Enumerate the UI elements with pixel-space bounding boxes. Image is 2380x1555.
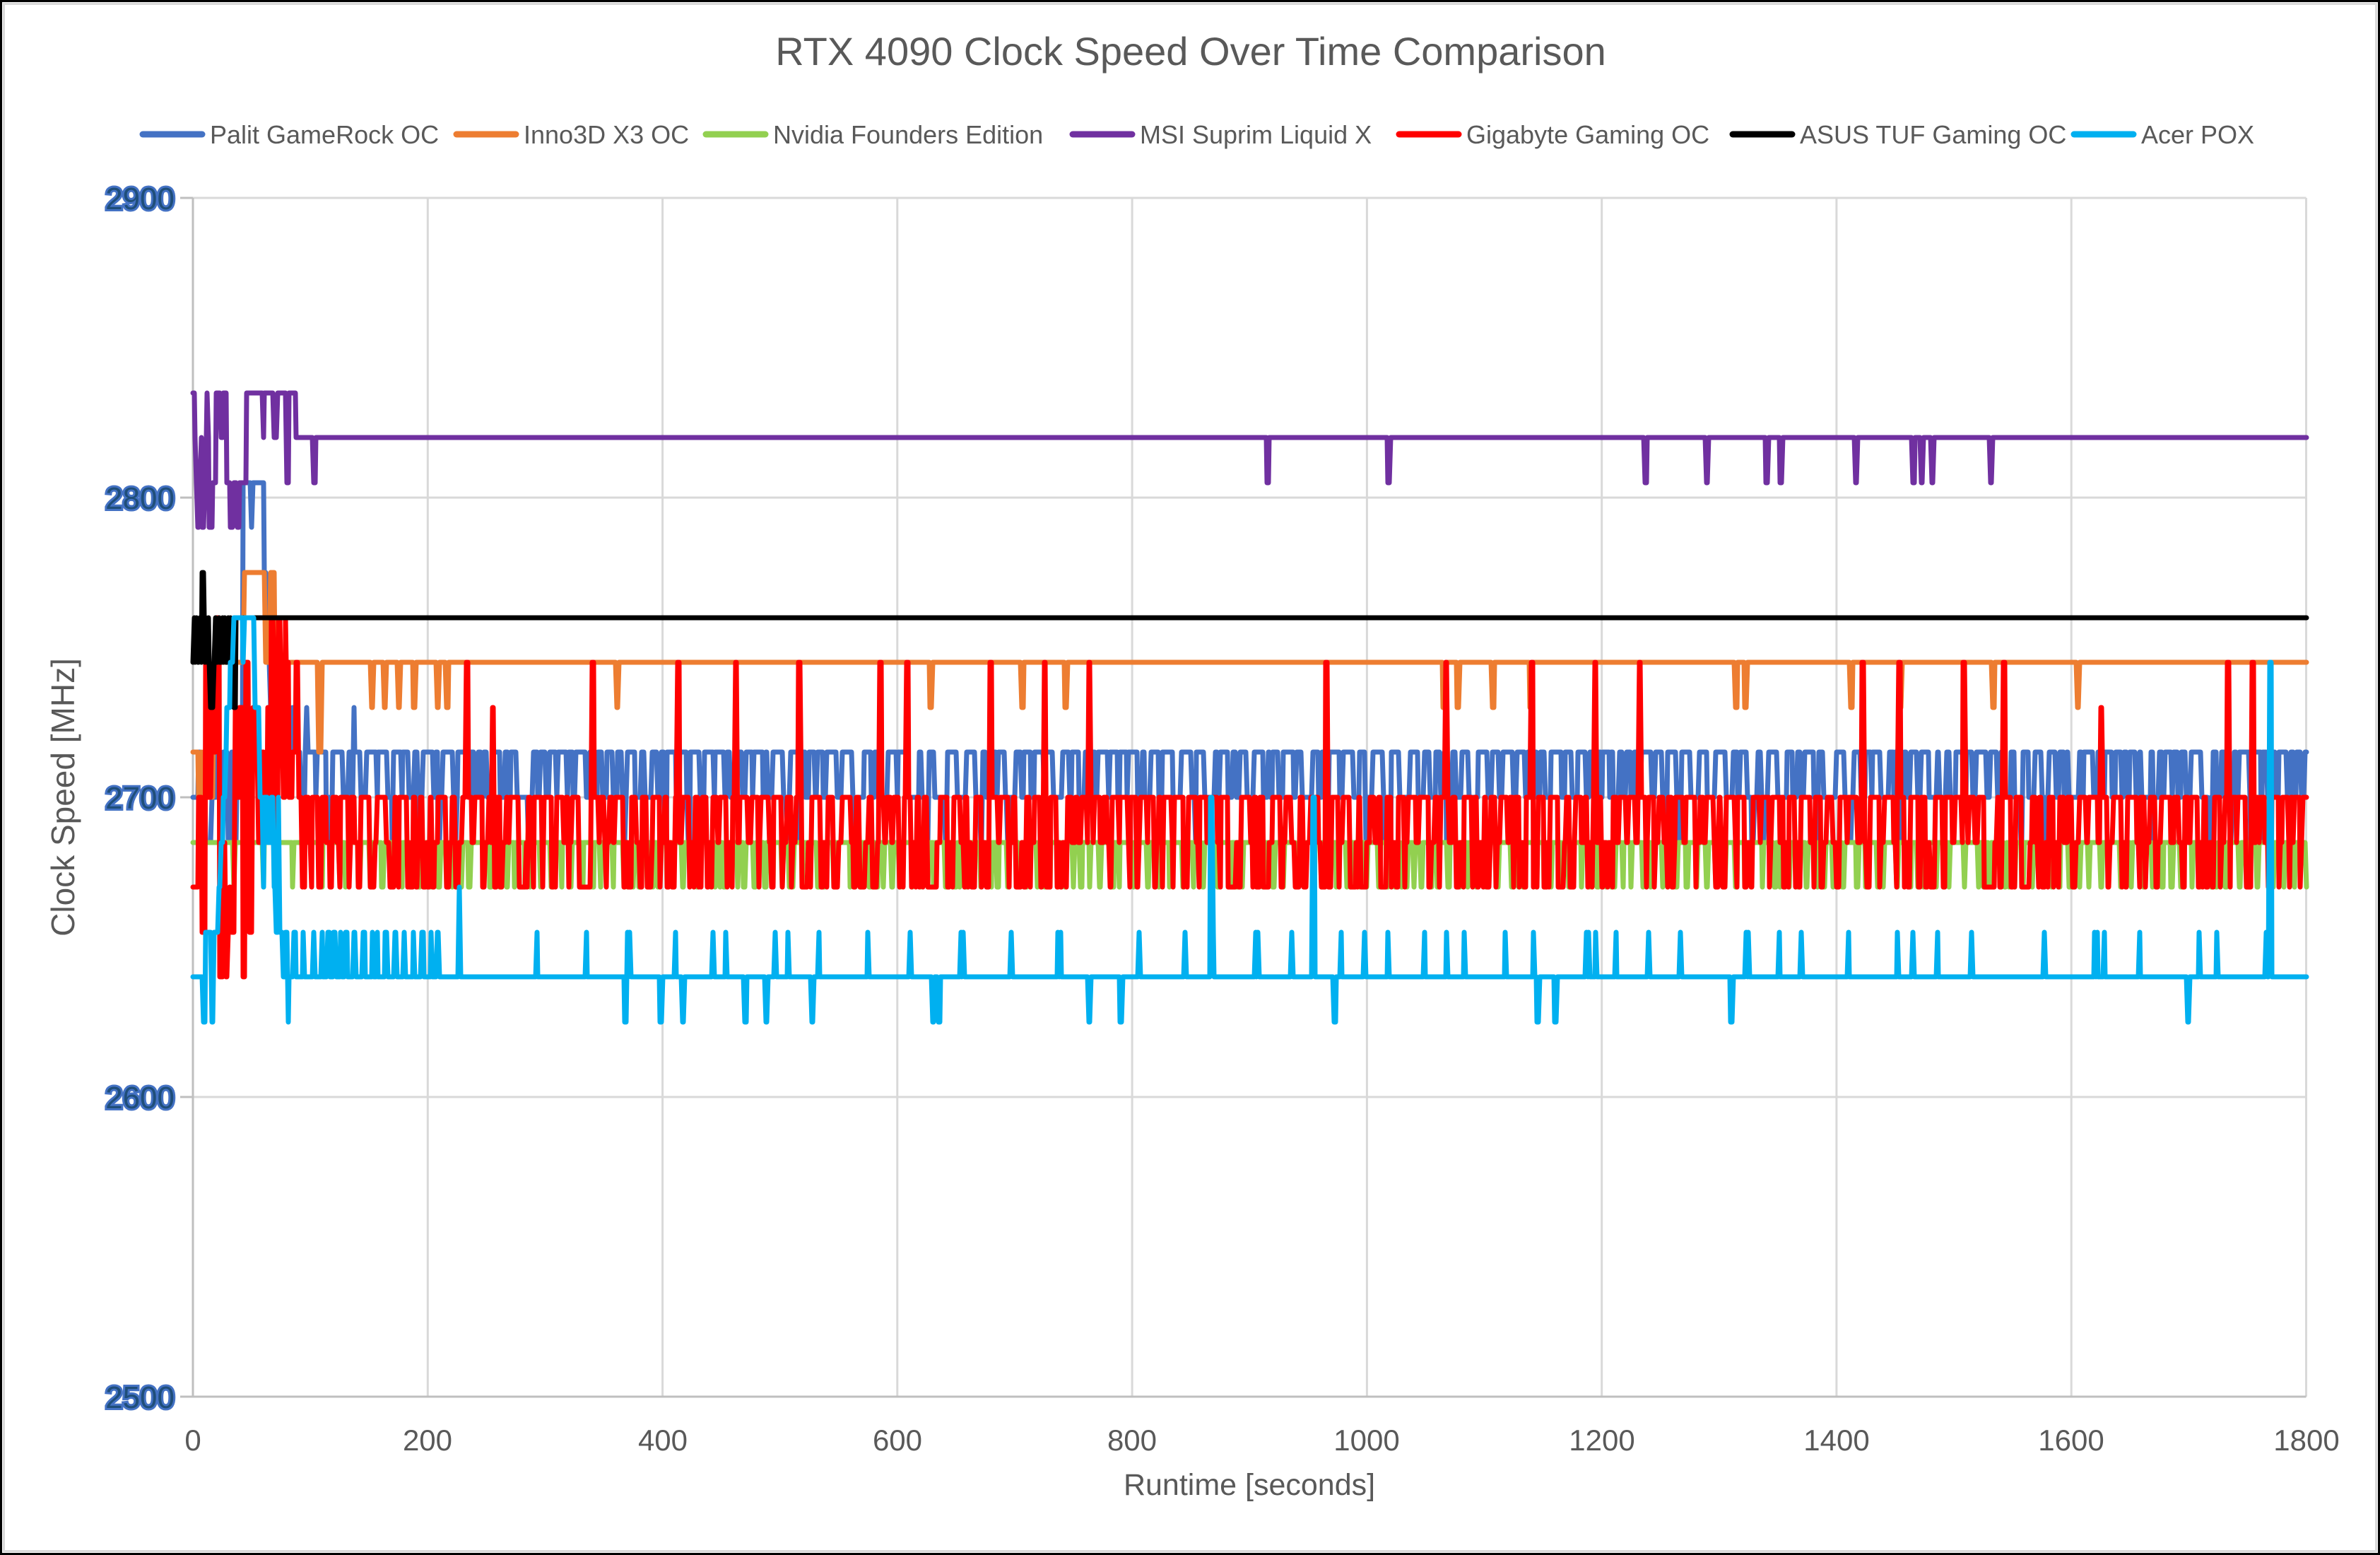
svg-text:Clock Speed [MHz]: Clock Speed [MHz] [45, 658, 81, 937]
svg-text:2600: 2600 [105, 1081, 175, 1115]
svg-text:1400: 1400 [1803, 1424, 1869, 1457]
svg-text:0: 0 [184, 1424, 201, 1457]
svg-text:1200: 1200 [1569, 1424, 1634, 1457]
svg-text:2900: 2900 [105, 182, 175, 216]
svg-text:200: 200 [403, 1424, 452, 1457]
svg-text:Palit GameRock OC: Palit GameRock OC [210, 120, 439, 149]
svg-text:2600: 2600 [105, 1081, 175, 1115]
svg-text:1800: 1800 [2273, 1424, 2339, 1457]
svg-text:2800: 2800 [105, 481, 175, 516]
svg-text:Acer POX: Acer POX [2141, 120, 2254, 149]
svg-text:400: 400 [638, 1424, 688, 1457]
svg-text:1000: 1000 [1333, 1424, 1399, 1457]
svg-text:MSI Suprim Liquid X: MSI Suprim Liquid X [1140, 120, 1372, 149]
svg-text:Nvidia Founders Edition: Nvidia Founders Edition [773, 120, 1043, 149]
svg-text:Gigabyte Gaming OC: Gigabyte Gaming OC [1466, 120, 1709, 149]
svg-text:Runtime [seconds]: Runtime [seconds] [1124, 1468, 1375, 1502]
svg-text:800: 800 [1107, 1424, 1157, 1457]
svg-text:2800: 2800 [105, 481, 175, 516]
svg-text:Inno3D X3 OC: Inno3D X3 OC [524, 120, 689, 149]
svg-text:RTX 4090 Clock Speed Over Time: RTX 4090 Clock Speed Over Time Compariso… [775, 29, 1606, 74]
svg-text:2700: 2700 [105, 781, 175, 816]
svg-text:2900: 2900 [105, 182, 175, 216]
svg-text:1600: 1600 [2038, 1424, 2104, 1457]
svg-text:2500: 2500 [105, 1380, 175, 1415]
svg-text:2700: 2700 [105, 781, 175, 816]
svg-text:600: 600 [873, 1424, 922, 1457]
svg-text:2500: 2500 [105, 1380, 175, 1415]
svg-text:ASUS TUF Gaming OC: ASUS TUF Gaming OC [1800, 120, 2066, 149]
